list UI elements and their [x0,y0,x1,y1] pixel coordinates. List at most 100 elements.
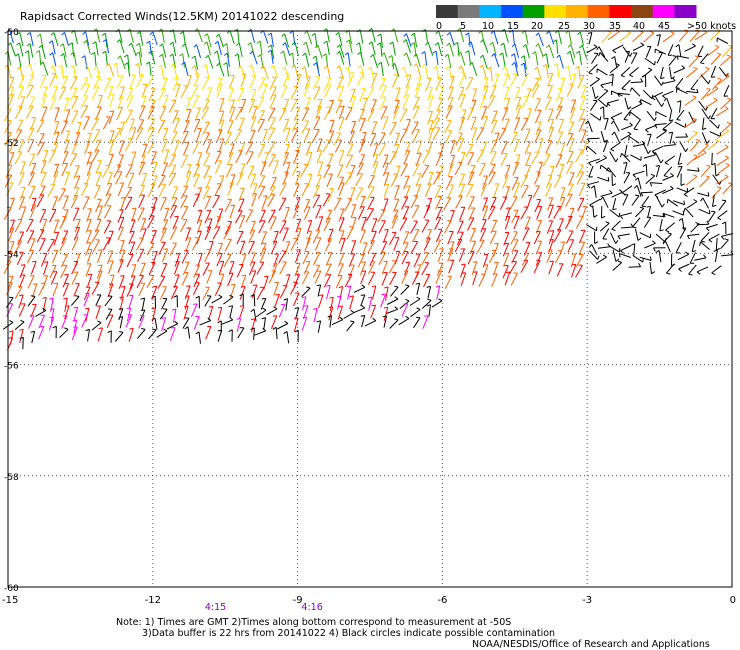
wind-barb [85,219,92,233]
wind-barb [447,231,454,245]
wind-barb [360,294,366,307]
wind-barb [317,320,322,333]
wind-barb [226,62,229,77]
wind-barb [591,86,596,99]
wind-barb [42,150,49,164]
wind-barb-tick [421,51,426,55]
legend-label: 10 [482,21,494,32]
wind-barb [252,183,258,198]
wind-barb [488,164,496,177]
wind-barb [19,187,26,201]
wind-barb-tick [702,127,707,130]
wind-barb [632,143,645,147]
wind-barb [380,33,383,48]
wind-barb [161,298,168,310]
wind-barb-tick [535,43,539,47]
wind-barb [504,216,511,230]
wind-barb [515,97,522,111]
wind-barb-tick [205,54,209,59]
graticule [8,31,732,587]
wind-barb [460,109,467,124]
wind-barb-tick [164,149,169,151]
wind-barb [705,99,718,108]
wind-barb [493,53,500,68]
wind-barb [621,152,631,163]
wind-barb-tick [483,205,488,208]
wind-barb [323,77,332,91]
wind-barb-tick [655,165,660,167]
wind-barb [180,185,189,199]
wind-barb [510,132,518,146]
wind-barb-tick [230,99,235,101]
wind-barb [17,86,25,100]
wind-barb [711,265,722,274]
legend-label: 40 [633,21,645,32]
wind-barb [303,83,311,97]
wind-barb-tick [446,31,451,36]
wind-barb [421,165,430,178]
wind-barb-tick [401,66,405,71]
wind-barb-tick [92,41,97,45]
wind-barb [504,164,511,179]
wind-barb-tick [351,120,356,123]
wind-barb [172,29,177,44]
wind-barb [224,132,232,146]
wind-barb [64,130,71,145]
wind-barb [161,139,168,153]
wind-barb [651,91,664,99]
legend-swatch [522,5,545,18]
wind-barb-tick [461,109,466,111]
wind-barb [214,216,222,230]
wind-barb [436,262,444,277]
wind-barb [424,64,429,79]
wind-barb-tick [136,31,141,35]
wind-barb [428,120,434,134]
wind-barb [87,162,93,176]
wind-barb-tick [367,296,372,299]
wind-barb-tick [216,62,220,67]
wind-barb-tick [338,286,343,289]
wind-barb-tick [708,115,711,120]
wind-barb [159,228,167,242]
wind-barb-tick [472,116,477,118]
wind-barb [140,96,147,110]
wind-barb-tick [410,32,415,36]
wind-barb [284,207,290,221]
wind-barb-tick [197,187,202,189]
wind-barb [14,240,23,254]
wind-barb-tick [50,65,54,69]
wind-barb-tick [654,116,657,122]
wind-barb [83,116,90,130]
wind-barb [644,242,656,249]
wind-barb-tick [186,97,191,99]
wind-barb-tick [352,216,357,219]
wind-barb [470,41,476,56]
wind-barb [119,316,124,329]
wind-barb [662,120,673,130]
wind-barb-tick [655,249,660,254]
wind-barb-tick [706,88,711,90]
wind-barb [223,296,234,305]
wind-barb [273,253,279,268]
wind-barb [119,296,124,311]
wind-barb [393,106,400,120]
wind-barb [390,173,398,187]
wind-barb [697,192,710,197]
wind-barbs-layer [2,27,734,351]
wind-barb-tick [318,216,323,218]
wind-barb-tick [148,50,152,54]
wind-barb [102,165,110,178]
wind-barb [720,123,732,134]
wind-barb [140,218,147,232]
wind-barb [64,297,68,312]
wind-barb-tick [413,53,417,57]
wind-barb [702,117,705,130]
wind-barb [553,175,562,189]
wind-barb-tick [229,316,234,321]
wind-barb [548,44,555,59]
wind-barb-tick [707,192,710,197]
wind-barb [699,176,710,188]
wind-barb [53,163,60,178]
wind-barb-tick [219,175,224,177]
wind-barb [284,241,291,255]
